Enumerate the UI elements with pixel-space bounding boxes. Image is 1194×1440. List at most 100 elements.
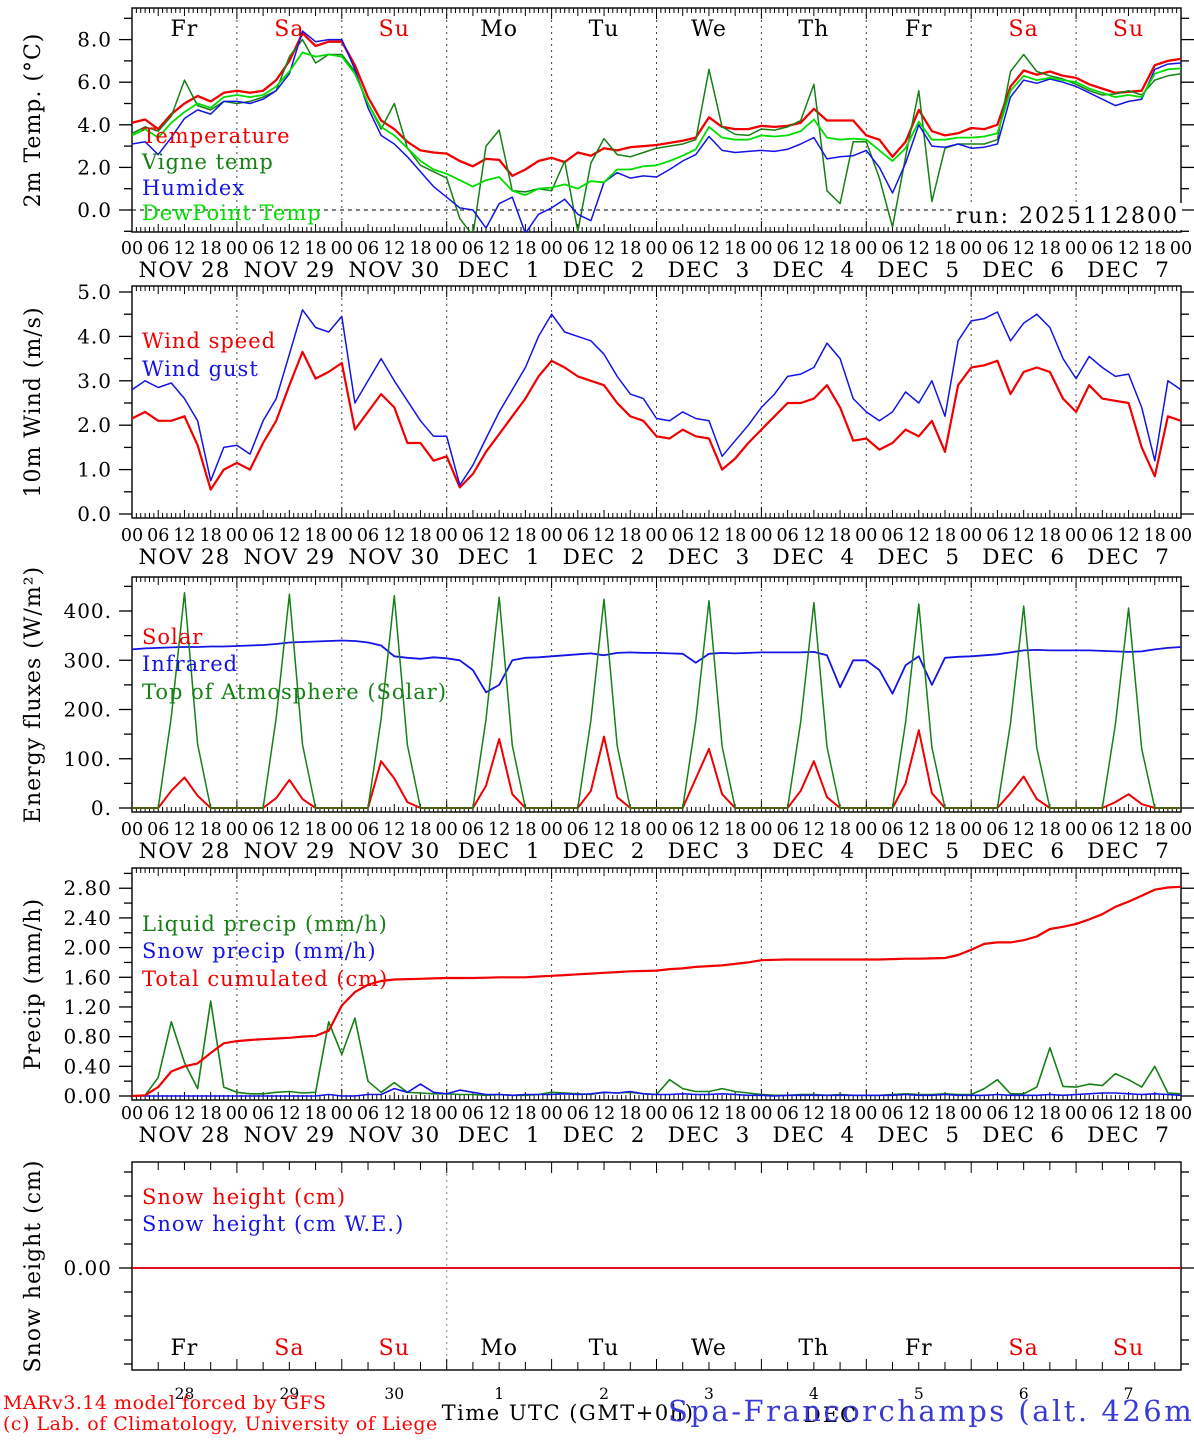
svg-text:Mo: Mo bbox=[480, 17, 518, 42]
svg-text:18: 18 bbox=[1144, 820, 1166, 840]
svg-text:200.: 200. bbox=[63, 698, 112, 722]
svg-text:06: 06 bbox=[147, 526, 169, 546]
series-humidex bbox=[132, 30, 1181, 232]
svg-text:12: 12 bbox=[1117, 526, 1139, 546]
svg-text:00: 00 bbox=[855, 1104, 877, 1124]
svg-text:1.20: 1.20 bbox=[63, 995, 112, 1019]
svg-text:00: 00 bbox=[750, 239, 772, 259]
series-temperature bbox=[132, 32, 1181, 178]
svg-text:Sa: Sa bbox=[274, 1336, 304, 1361]
svg-text:00: 00 bbox=[121, 526, 143, 546]
day-name-row: Fr Sa Su Mo Tu We Th Fr Sa Su bbox=[171, 17, 1144, 42]
legend-item: Snow height (cm) bbox=[142, 1185, 346, 1209]
svg-text:6: 6 bbox=[1019, 1385, 1029, 1403]
day-name-row: Fr Sa Su Mo Tu We Th Fr Sa Su bbox=[171, 1336, 1144, 1361]
svg-text:12: 12 bbox=[908, 820, 930, 840]
legend-item: Vigne temp bbox=[141, 150, 274, 174]
svg-text:18: 18 bbox=[829, 526, 851, 546]
svg-text:06: 06 bbox=[357, 1104, 379, 1124]
svg-text:18: 18 bbox=[619, 1104, 641, 1124]
svg-text:30: 30 bbox=[384, 1385, 404, 1403]
svg-text:300.: 300. bbox=[63, 648, 112, 672]
svg-text:Tu: Tu bbox=[589, 1336, 620, 1361]
svg-text:00: 00 bbox=[960, 1104, 982, 1124]
svg-text:18: 18 bbox=[409, 820, 431, 840]
svg-text:18: 18 bbox=[934, 820, 956, 840]
svg-text:06: 06 bbox=[881, 526, 903, 546]
svg-text:06: 06 bbox=[986, 526, 1008, 546]
series-vigne-temp bbox=[132, 38, 1181, 232]
ylabel-snow: Snow height (cm) bbox=[21, 1160, 46, 1373]
svg-text:00: 00 bbox=[855, 820, 877, 840]
svg-text:18: 18 bbox=[1144, 526, 1166, 546]
svg-text:06: 06 bbox=[357, 526, 379, 546]
svg-text:DEC 7: DEC 7 bbox=[1087, 1123, 1170, 1148]
svg-text:DEC 6: DEC 6 bbox=[982, 258, 1065, 283]
svg-text:Th: Th bbox=[798, 17, 829, 42]
series-wind-speed bbox=[132, 350, 1181, 491]
svg-text:5.0: 5.0 bbox=[77, 280, 112, 304]
svg-text:12: 12 bbox=[698, 239, 720, 259]
svg-text:00: 00 bbox=[540, 526, 562, 546]
svg-text:18: 18 bbox=[934, 1104, 956, 1124]
svg-text:Sa: Sa bbox=[1009, 17, 1039, 42]
panel-temp: 0.0 2.0 4.0 6.0 8.0 2m Temp. (°C) TemperatureV… bbox=[21, 7, 1194, 283]
svg-text:00: 00 bbox=[331, 820, 353, 840]
svg-text:NOV 29: NOV 29 bbox=[243, 545, 335, 570]
svg-text:18: 18 bbox=[619, 526, 641, 546]
svg-text:18: 18 bbox=[724, 1104, 746, 1124]
svg-text:00: 00 bbox=[1170, 820, 1192, 840]
svg-text:DEC 7: DEC 7 bbox=[1087, 839, 1170, 864]
svg-text:DEC 2: DEC 2 bbox=[563, 1123, 646, 1148]
svg-text:18: 18 bbox=[724, 820, 746, 840]
svg-text:12: 12 bbox=[1117, 239, 1139, 259]
svg-text:12: 12 bbox=[803, 526, 825, 546]
svg-text:12: 12 bbox=[1117, 1104, 1139, 1124]
svg-text:06: 06 bbox=[881, 239, 903, 259]
legend-item: Infrared bbox=[142, 652, 238, 676]
legend-precip: Liquid precip (mm/h) Snow precip (mm/h) To… bbox=[142, 912, 387, 991]
svg-text:12: 12 bbox=[1013, 526, 1035, 546]
svg-text:18: 18 bbox=[200, 526, 222, 546]
svg-text:100.: 100. bbox=[63, 747, 112, 771]
svg-text:18: 18 bbox=[724, 526, 746, 546]
svg-text:4.0: 4.0 bbox=[77, 324, 112, 348]
svg-text:06: 06 bbox=[462, 526, 484, 546]
svg-text:12: 12 bbox=[278, 1104, 300, 1124]
svg-text:06: 06 bbox=[1091, 1104, 1113, 1124]
svg-text:0.00: 0.00 bbox=[63, 1256, 112, 1280]
svg-text:06: 06 bbox=[672, 1104, 694, 1124]
svg-text:Mo: Mo bbox=[480, 1336, 518, 1361]
panel-precip: 0.00 0.40 0.80 1.20 1.60 2.00 2.40 2.80 Precip (… bbox=[21, 867, 1194, 1148]
hour-tick-combs bbox=[131, 868, 1182, 1100]
svg-text:12: 12 bbox=[1013, 1104, 1035, 1124]
svg-text:06: 06 bbox=[776, 1104, 798, 1124]
svg-text:06: 06 bbox=[672, 239, 694, 259]
svg-text:DEC 4: DEC 4 bbox=[772, 839, 855, 864]
legend-item: Snow height (cm W.E.) bbox=[142, 1212, 404, 1236]
svg-text:2.00: 2.00 bbox=[63, 936, 112, 960]
svg-text:06: 06 bbox=[147, 1104, 169, 1124]
legend-item: DewPoint Temp bbox=[142, 201, 322, 225]
svg-text:18: 18 bbox=[1144, 1104, 1166, 1124]
svg-text:DEC 1: DEC 1 bbox=[458, 1123, 541, 1148]
legend-snow: Snow height (cm) Snow height (cm W.E.) bbox=[142, 1185, 404, 1236]
svg-text:Sa: Sa bbox=[274, 17, 304, 42]
svg-text:Fr: Fr bbox=[905, 1336, 933, 1361]
svg-text:12: 12 bbox=[488, 526, 510, 546]
svg-text:12: 12 bbox=[593, 526, 615, 546]
svg-text:00: 00 bbox=[436, 526, 458, 546]
svg-text:00: 00 bbox=[540, 820, 562, 840]
svg-text:0.80: 0.80 bbox=[63, 1025, 112, 1049]
svg-text:12: 12 bbox=[278, 239, 300, 259]
svg-text:8.0: 8.0 bbox=[77, 28, 112, 52]
svg-text:0.0: 0.0 bbox=[77, 502, 112, 526]
svg-text:DEC 6: DEC 6 bbox=[982, 545, 1065, 570]
svg-text:18: 18 bbox=[934, 526, 956, 546]
panel-energy: 0. 100. 200. 300. 400. Energy fluxes (W/m²) So… bbox=[21, 566, 1194, 864]
svg-text:1.60: 1.60 bbox=[63, 965, 112, 989]
svg-text:12: 12 bbox=[803, 239, 825, 259]
